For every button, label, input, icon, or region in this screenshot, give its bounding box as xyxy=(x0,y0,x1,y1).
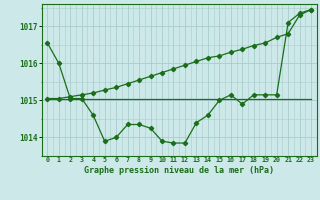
X-axis label: Graphe pression niveau de la mer (hPa): Graphe pression niveau de la mer (hPa) xyxy=(84,166,274,175)
